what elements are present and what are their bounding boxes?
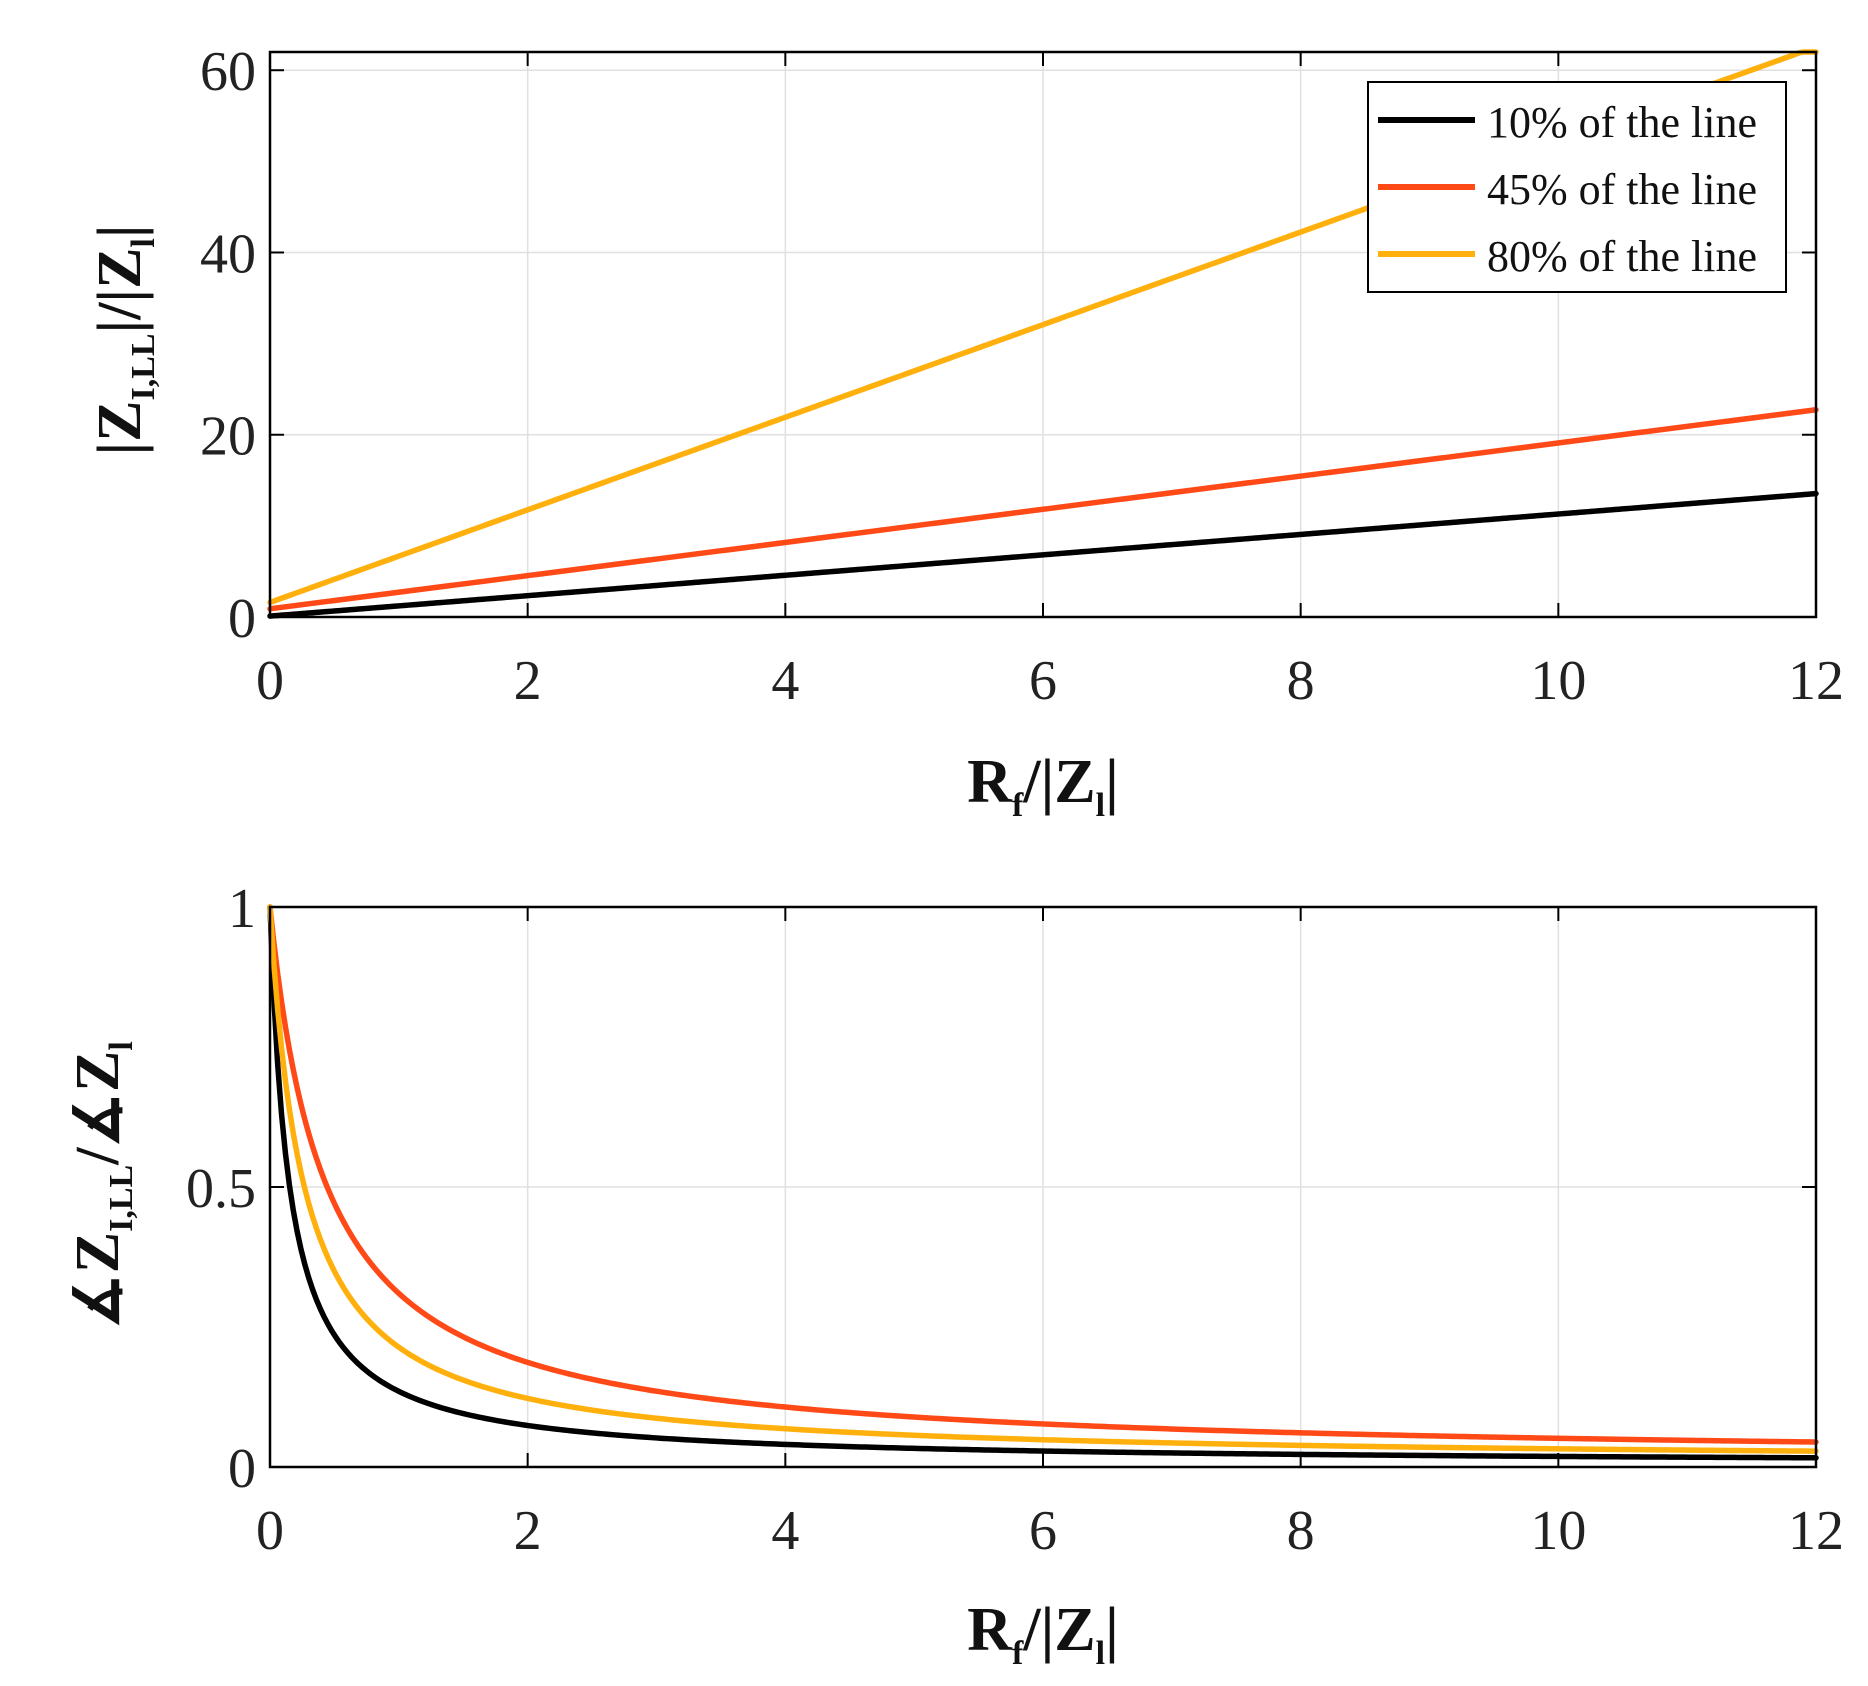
angle-chart: 0 2 4 6 8 10 12 0 0.5 1 Rf/|Zl| ∡ZI,LL/∡Zl (64, 878, 1844, 1672)
magnitude-x-axis-label: Rf/|Zl| (967, 748, 1118, 824)
angle-x-axis-label: Rf/|Zl| (967, 1596, 1118, 1672)
angle-x-tick-label: 4 (771, 1500, 799, 1562)
angle-x-tick-label: 12 (1788, 1500, 1844, 1562)
magnitude-x-tick-label: 6 (1029, 650, 1057, 712)
angle-y-tick-label: 0 (228, 1438, 256, 1500)
magnitude-x-tick-label: 10 (1530, 650, 1586, 712)
legend-label-45: 45% of the line (1487, 165, 1757, 214)
magnitude-chart: 0 2 4 6 8 10 12 0 20 40 60 10% of the line 45% of … (86, 41, 1844, 824)
angle-grid (270, 907, 1816, 1467)
magnitude-series-10-percent (267, 490, 1819, 619)
magnitude-x-tick-label: 4 (771, 650, 799, 712)
magnitude-x-tick-label: 8 (1287, 650, 1315, 712)
angle-y-tick-label: 0.5 (186, 1158, 256, 1220)
legend-label-10: 10% of the line (1487, 98, 1757, 147)
angle-y-axis-label: ∡ZI,LL/∡Zl (64, 1041, 140, 1329)
angle-x-tick-label: 2 (514, 1500, 542, 1562)
magnitude-y-axis-label: |ZI,LL|/|Zl| (86, 224, 162, 455)
angle-series-45-percent (267, 904, 1819, 1445)
magnitude-y-tick-label: 0 (228, 588, 256, 650)
magnitude-y-tick-label: 20 (200, 406, 256, 468)
magnitude-y-tick-label: 60 (200, 41, 256, 103)
magnitude-y-tick-label: 40 (200, 223, 256, 285)
angle-series-80-percent (267, 904, 1819, 1454)
angle-x-tick-label: 8 (1287, 1500, 1315, 1562)
angle-ticks: 0 2 4 6 8 10 12 0 0.5 1 (186, 878, 1844, 1562)
magnitude-x-tick-label: 2 (514, 650, 542, 712)
magnitude-ticks: 0 2 4 6 8 10 12 0 20 40 60 (200, 41, 1844, 712)
magnitude-grid (270, 52, 1816, 617)
magnitude-series-45-percent (267, 407, 1819, 612)
legend-label-80: 80% of the line (1487, 232, 1757, 281)
angle-y-tick-label: 1 (228, 878, 256, 940)
angle-x-tick-label: 0 (256, 1500, 284, 1562)
magnitude-x-tick-label: 12 (1788, 650, 1844, 712)
angle-x-tick-label: 10 (1530, 1500, 1586, 1562)
legend: 10% of the line 45% of the line 80% of t… (1367, 81, 1787, 293)
magnitude-x-tick-label: 0 (256, 650, 284, 712)
angle-x-tick-label: 6 (1029, 1500, 1057, 1562)
